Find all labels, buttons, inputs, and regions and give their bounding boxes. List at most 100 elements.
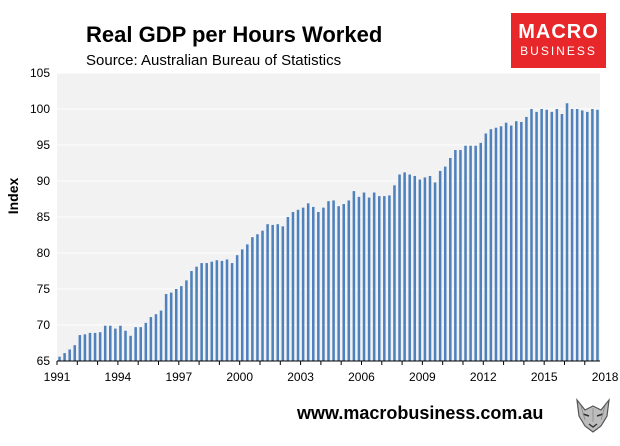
bar	[215, 260, 219, 361]
bar	[276, 224, 280, 361]
bar	[190, 271, 193, 361]
bar	[388, 195, 391, 361]
bar	[560, 114, 564, 361]
bar	[210, 261, 214, 361]
x-tick-label: 1997	[165, 370, 192, 384]
bar	[159, 310, 163, 361]
bar	[185, 280, 188, 361]
bar	[88, 332, 92, 361]
bar	[596, 109, 599, 361]
bar	[58, 356, 61, 361]
bar	[520, 121, 523, 362]
bar	[301, 207, 305, 361]
bar	[565, 103, 569, 362]
x-tick-label: 2018	[592, 370, 619, 384]
x-tick-label: 2003	[287, 370, 314, 384]
bar	[362, 192, 366, 361]
bar	[68, 349, 71, 361]
bar	[484, 133, 488, 361]
y-tick-label: 80	[37, 246, 51, 260]
bar	[240, 249, 244, 361]
bar	[281, 226, 285, 361]
bar	[332, 200, 335, 361]
bar	[464, 145, 467, 361]
bar	[114, 328, 117, 361]
bar	[327, 201, 330, 361]
x-tick-label: 1991	[44, 370, 71, 384]
x-tick-label: 2000	[226, 370, 253, 384]
bar	[352, 191, 356, 361]
bar	[83, 334, 87, 361]
x-tick-label: 2009	[409, 370, 436, 384]
bar	[408, 174, 411, 361]
bar	[317, 211, 320, 361]
bar	[443, 166, 447, 361]
bar	[256, 234, 259, 361]
bar	[144, 322, 148, 361]
website-url[interactable]: www.macrobusiness.com.au	[297, 403, 544, 423]
wolf-icon	[571, 392, 615, 436]
bar	[459, 150, 462, 361]
bar	[296, 209, 300, 361]
bar	[291, 211, 295, 361]
bar	[530, 109, 533, 361]
x-tick-label: 2015	[531, 370, 558, 384]
x-tick-label: 2012	[470, 370, 497, 384]
y-tick-label: 85	[37, 210, 51, 224]
bar	[63, 353, 66, 361]
bar	[134, 327, 137, 361]
bar	[205, 263, 208, 361]
chart-source: Source: Australian Bureau of Statistics	[86, 52, 342, 69]
bar	[433, 182, 437, 361]
macrobusiness-logo[interactable]: MACRO BUSINESS	[511, 13, 606, 68]
y-tick-label: 75	[37, 282, 51, 296]
bar	[169, 292, 173, 361]
bar	[119, 325, 122, 361]
bar	[139, 327, 142, 361]
x-tick-label: 1994	[105, 370, 132, 384]
logo-line-macro: MACRO	[518, 21, 599, 43]
bar	[570, 109, 574, 361]
bar	[109, 325, 112, 361]
bar	[230, 263, 234, 361]
bar	[93, 332, 97, 361]
bar	[225, 259, 229, 361]
bar	[398, 174, 401, 361]
bar	[423, 177, 427, 361]
bar	[372, 192, 376, 361]
bar	[347, 200, 351, 361]
y-tick-label: 65	[37, 354, 51, 368]
bar	[504, 122, 508, 362]
y-tick-label: 100	[30, 102, 50, 116]
bar	[312, 206, 315, 361]
bar	[367, 197, 371, 361]
bar	[154, 314, 158, 361]
bar	[271, 224, 274, 361]
bar	[545, 109, 548, 361]
bar	[383, 196, 386, 361]
bar	[540, 109, 543, 361]
bar	[235, 255, 239, 361]
bar	[413, 175, 417, 361]
bar	[322, 207, 325, 361]
bar	[428, 175, 432, 361]
logo-line-business: BUSINESS	[520, 44, 597, 58]
bar	[220, 260, 224, 361]
bar	[489, 129, 493, 361]
bar	[535, 111, 538, 361]
bar	[129, 335, 132, 361]
bar	[337, 206, 340, 361]
bar	[474, 145, 477, 361]
bar	[393, 185, 396, 361]
y-tick-label: 70	[37, 318, 51, 332]
bar	[261, 230, 264, 361]
bar	[103, 325, 107, 361]
bar	[180, 286, 183, 361]
bar	[200, 263, 203, 361]
bar	[499, 126, 503, 361]
bar	[580, 110, 584, 361]
bar	[494, 127, 498, 361]
bar	[469, 145, 472, 361]
bar	[591, 109, 594, 361]
bar	[195, 266, 198, 361]
